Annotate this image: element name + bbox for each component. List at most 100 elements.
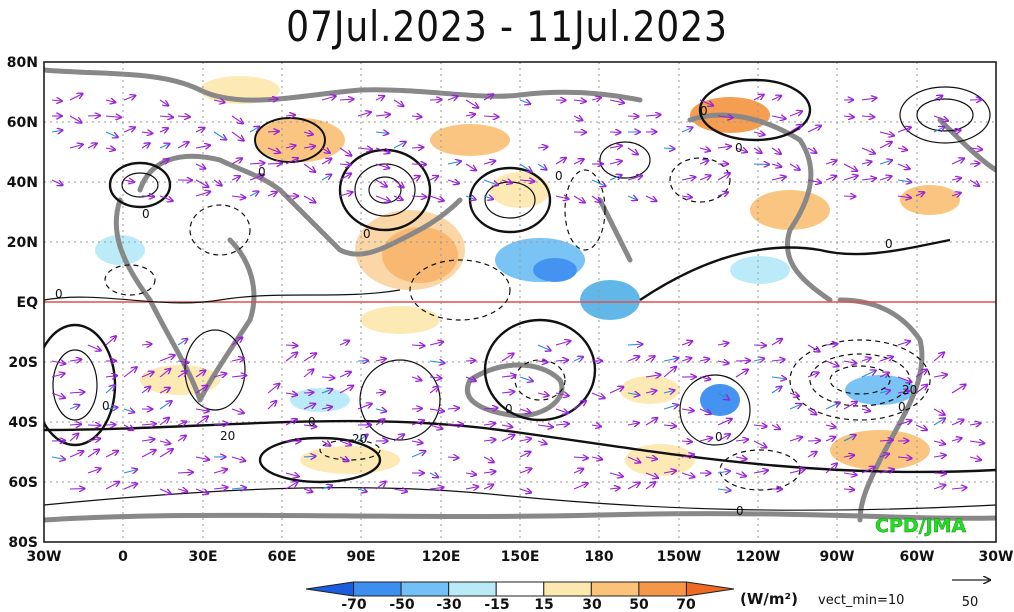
contour-label: 0: [102, 399, 110, 413]
flux-vector: [627, 344, 642, 345]
flux-vector: [141, 132, 152, 133]
flux-vector: [933, 473, 946, 474]
colorbar-tick-label: 50: [629, 597, 649, 612]
flux-vector: [897, 376, 911, 382]
flux-vector: [915, 385, 927, 394]
flux-vector: [771, 377, 786, 379]
flux-vector: [591, 457, 602, 459]
flux-vector: [177, 489, 187, 492]
flux-vector: [51, 130, 62, 132]
flux-vector: [807, 441, 820, 442]
flux-vector: [645, 418, 657, 426]
lon-label: 90W: [820, 549, 855, 565]
colorbar-segment: [638, 581, 687, 597]
flux-vector: [303, 353, 316, 362]
flux-vector: [285, 345, 297, 346]
flux-vector: [879, 142, 892, 149]
flux-vector: [303, 489, 312, 492]
flux-vector: [753, 470, 768, 473]
coastlines: [44, 67, 996, 523]
flux-vector: [501, 435, 514, 442]
flux-vector: [123, 484, 137, 490]
flux-vector: [735, 473, 746, 476]
flux-vector: [681, 196, 692, 197]
flux-vector: [195, 192, 210, 197]
flux-vector: [159, 99, 168, 106]
flux-vector: [609, 100, 624, 103]
flux-vector: [951, 488, 967, 490]
flux-vector: [519, 469, 531, 473]
flux-vector: [861, 98, 876, 100]
flux-vector: [969, 441, 984, 443]
flux-vector: [177, 142, 189, 149]
flux-vector: [681, 177, 695, 180]
flux-vector: [339, 147, 351, 156]
flux-vector: [429, 176, 438, 180]
flux-vector: [375, 409, 386, 411]
flux-vector: [177, 422, 186, 425]
flux-vector: [159, 355, 175, 362]
flux-vector: [51, 457, 65, 459]
flux-vector: [717, 192, 728, 196]
flux-vector: [105, 336, 116, 346]
flux-vector: [501, 425, 512, 427]
flux-vector: [789, 111, 802, 117]
flux-vector: [105, 407, 117, 409]
flux-vector: [393, 142, 406, 149]
flux-vector: [141, 344, 152, 345]
flux-vector: [645, 472, 658, 478]
colorbar-tick-label: 70: [676, 597, 696, 612]
flux-vector: [933, 485, 945, 489]
flux-vector: [951, 193, 961, 196]
flux-vector: [573, 357, 583, 361]
flux-vector: [519, 100, 530, 104]
flux-vector: [537, 163, 547, 170]
flux-vector: [627, 356, 639, 361]
flux-vector: [159, 388, 170, 394]
flux-vector: [573, 195, 585, 203]
flux-vector: [87, 469, 101, 474]
flux-vector: [645, 482, 655, 490]
flux-vector: [519, 409, 531, 413]
flux-vector: [645, 391, 656, 394]
flux-vector: [339, 372, 351, 378]
flux-vector: [231, 131, 244, 141]
lat-label: EQ: [17, 295, 39, 311]
flux-vector: [411, 176, 420, 180]
flux-vector: [159, 418, 169, 426]
colorbar-tick-label: 15: [534, 597, 553, 612]
colorbar-segment: [495, 581, 545, 597]
flux-vector: [627, 423, 639, 425]
flux-vector: [951, 385, 966, 394]
flux-vector: [861, 147, 875, 154]
flux-vector: [105, 451, 118, 458]
flux-vector: [51, 100, 62, 101]
flux-vector: [879, 373, 889, 377]
flux-vector: [609, 175, 622, 181]
flux-vector: [555, 158, 566, 165]
flux-vector: [897, 148, 907, 150]
flux-vector: [303, 425, 316, 427]
flux-vector: [87, 116, 100, 117]
flux-vector: [627, 196, 637, 200]
flux-vector: [591, 98, 601, 100]
flux-vector: [213, 131, 226, 140]
flux-vector: [699, 160, 708, 164]
flux-vector: [249, 192, 258, 197]
flux-vector: [465, 99, 478, 108]
flux-vector: [591, 392, 605, 398]
flux-vector: [303, 146, 315, 148]
flux-vector: [267, 163, 282, 164]
lat-label: 80S: [8, 535, 38, 551]
flux-vector: [843, 455, 854, 457]
colorbar-segment: [353, 581, 402, 597]
flux-vector: [879, 469, 894, 473]
flux-vector: [789, 469, 805, 473]
flux-vector: [357, 112, 371, 116]
flux-vector: [735, 370, 748, 378]
flux-vector: [285, 473, 299, 477]
flux-vector: [483, 471, 495, 473]
flux-vector: [681, 127, 692, 132]
flux-vector: [429, 195, 444, 201]
flux-vector: [357, 435, 368, 442]
